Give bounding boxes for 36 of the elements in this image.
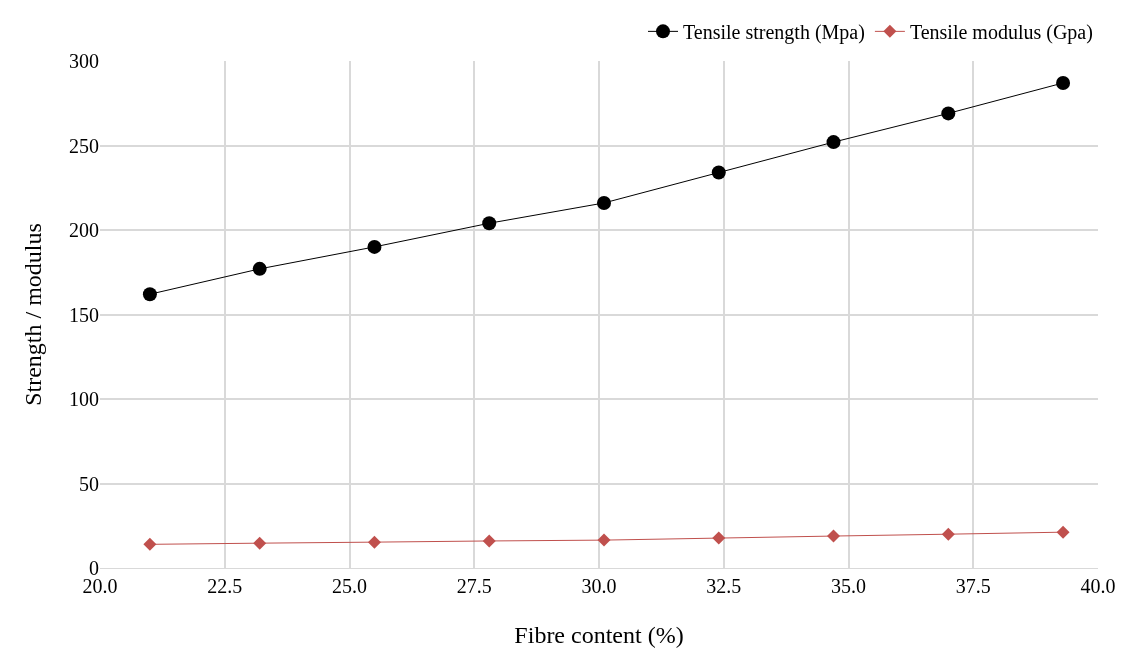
point bbox=[367, 239, 382, 254]
x-tick-label: 37.5 bbox=[955, 575, 991, 597]
x-tick-label: 40.0 bbox=[1080, 575, 1116, 597]
point bbox=[482, 534, 496, 548]
x-tick-label: 27.5 bbox=[456, 575, 492, 597]
point bbox=[252, 261, 267, 276]
legend-label: Tensile modulus (Gpa) bbox=[909, 21, 1093, 45]
point bbox=[1056, 525, 1070, 539]
x-tick-label: 22.5 bbox=[207, 575, 243, 597]
point bbox=[941, 106, 956, 121]
point bbox=[941, 527, 955, 541]
point bbox=[143, 537, 157, 551]
y-tick-label: 300 bbox=[69, 50, 99, 72]
y-tick-label: 150 bbox=[69, 303, 99, 326]
legend-label: Tensile strength (Mpa) bbox=[683, 21, 865, 45]
x-axis-title: Fibre content (%) bbox=[514, 622, 684, 649]
point bbox=[597, 533, 611, 547]
point bbox=[827, 529, 841, 543]
point bbox=[711, 165, 726, 180]
point bbox=[482, 216, 497, 231]
y-tick-label: 200 bbox=[69, 219, 99, 241]
point bbox=[712, 531, 726, 545]
x-tick-label: 32.5 bbox=[706, 575, 742, 597]
point bbox=[142, 287, 157, 302]
point bbox=[1056, 75, 1071, 90]
point bbox=[597, 195, 611, 210]
y-axis-title: Strength / modulus bbox=[20, 223, 47, 406]
x-tick-label: 30.0 bbox=[581, 575, 617, 597]
y-tick-label: 250 bbox=[69, 134, 99, 157]
x-tick-label: 35.0 bbox=[831, 575, 866, 597]
point bbox=[253, 536, 267, 550]
y-tick-label: 100 bbox=[69, 388, 99, 410]
y-tick-label: 50 bbox=[79, 472, 99, 495]
x-tick-label: 25.0 bbox=[332, 575, 367, 597]
point bbox=[367, 535, 381, 549]
point bbox=[826, 135, 841, 150]
